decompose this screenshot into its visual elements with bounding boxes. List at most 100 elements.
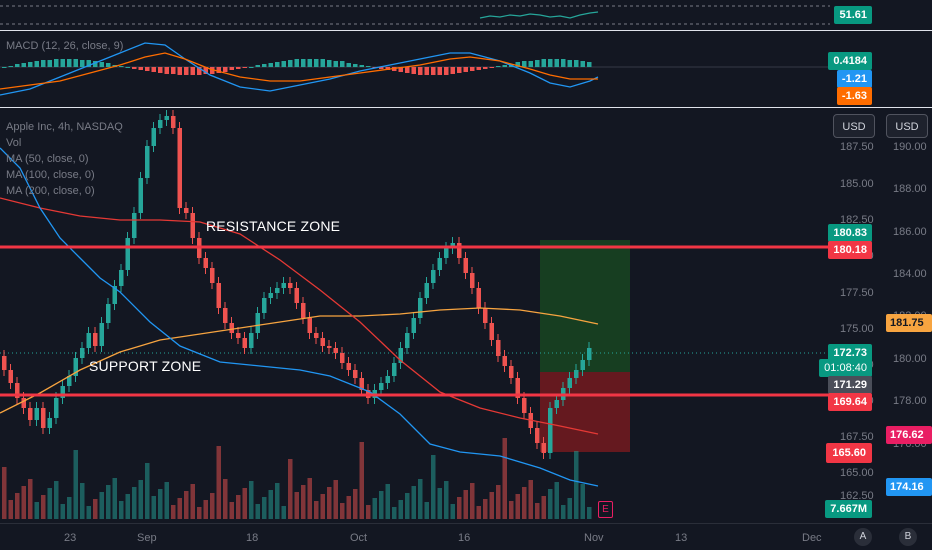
candle (86, 333, 91, 348)
volume-bar (112, 478, 117, 519)
candle (385, 376, 390, 383)
candle (28, 408, 33, 420)
macd-histogram-bar (561, 59, 566, 67)
volume-bar (483, 499, 488, 519)
candle (314, 333, 319, 338)
candle (398, 348, 403, 363)
support-zone-label: SUPPORT ZONE (89, 358, 202, 374)
time-axis-tick: Nov (584, 532, 604, 544)
volume-bar (8, 500, 13, 519)
candle (145, 146, 150, 178)
volume-bar (450, 504, 455, 519)
macd-histogram-bar (41, 60, 46, 67)
volume-bar (561, 505, 566, 519)
macd-histogram-bar (145, 67, 150, 71)
volume-bar (236, 495, 241, 519)
candle (327, 346, 332, 348)
volume-bar (359, 442, 364, 519)
left-axis-tick: 182.50 (840, 214, 874, 226)
chart-legend: Apple Inc, 4h, NASDAQ Vol MA (50, close,… (6, 119, 123, 199)
macd-histogram-bar (535, 60, 540, 67)
macd-histogram-bar (587, 62, 592, 67)
candle (307, 318, 312, 333)
volume-bar (28, 479, 33, 519)
currency-button-left[interactable]: USD (833, 114, 875, 138)
macd-histogram-bar (431, 67, 436, 75)
candle (567, 378, 572, 388)
macd-line (0, 42, 599, 96)
volume-bar (171, 505, 176, 519)
candle (288, 283, 293, 288)
candle (34, 408, 39, 420)
volume-bar (80, 483, 85, 519)
candle (216, 283, 221, 308)
macd-histogram-bar (424, 67, 429, 75)
macd-histogram-bar (580, 61, 585, 67)
legend-vol: Vol (6, 137, 22, 149)
volume-bar (73, 450, 78, 519)
candle (125, 238, 130, 270)
candle (21, 398, 26, 408)
volume-bar (405, 493, 410, 519)
volume-bar (2, 467, 7, 519)
support-price-tag: 169.64 (828, 393, 872, 411)
macd-histogram-bar (450, 67, 455, 74)
entry-price-tag: 171.29 (828, 376, 872, 394)
ma200-line (0, 197, 599, 435)
volume-bar (333, 480, 338, 519)
candle (60, 386, 65, 398)
macd-histogram-bar (502, 65, 507, 67)
volume-bar (522, 487, 527, 519)
earnings-marker[interactable]: E (598, 501, 613, 518)
time-axis-tick: Sep (137, 532, 157, 544)
macd-histogram-bar (80, 60, 85, 67)
ma50-line (0, 307, 599, 414)
macd-histogram-bar (119, 66, 124, 67)
macd-histogram-bar (340, 61, 345, 67)
volume-bar (574, 451, 579, 519)
macd-histogram-bar (437, 67, 442, 75)
right-axis-tick: 180.00 (893, 353, 927, 365)
macd-histogram-bar (249, 67, 254, 68)
macd-histogram-bar (457, 67, 462, 73)
auto-scale-button[interactable]: A (854, 528, 872, 546)
macd-histogram-bar (288, 60, 293, 67)
volume-bar (392, 507, 397, 519)
left-axis-tick: 175.00 (840, 323, 874, 335)
volume-bar (372, 498, 377, 519)
macd-chart (0, 42, 830, 96)
volume-bar (275, 483, 280, 519)
pane-separator (0, 107, 932, 108)
macd-histogram-bar (15, 64, 20, 67)
candle (333, 348, 338, 353)
time-axis-tick: 18 (246, 532, 259, 544)
candle (574, 370, 579, 378)
volume-bar (320, 494, 325, 519)
candle (177, 128, 182, 208)
currency-button-right[interactable]: USD (886, 114, 928, 138)
macd-histogram-bar (567, 60, 572, 67)
volume-bar (99, 492, 104, 519)
candle (41, 408, 46, 428)
macd-histogram-bar (307, 59, 312, 67)
candle (223, 308, 228, 323)
log-scale-button[interactable]: B (899, 528, 917, 546)
volume-bar (15, 493, 20, 519)
target-price-tag: 180.83 (828, 224, 872, 242)
macd-histogram-bar (242, 67, 247, 68)
candle (210, 268, 215, 283)
volume-bar (132, 487, 137, 519)
volume-tag: 7.667M (825, 500, 872, 518)
volume-bar (385, 484, 390, 519)
candle (353, 370, 358, 378)
macd-histogram-bar (99, 62, 104, 67)
macd-histogram-bar (138, 67, 143, 70)
volume-bar (242, 488, 247, 519)
macd-histogram-bar (190, 67, 195, 75)
volume-bar (106, 485, 111, 519)
candle (73, 358, 78, 376)
volume-bar (314, 501, 319, 519)
rsi-chart (0, 5, 830, 25)
candle (275, 288, 280, 293)
volume-bar (41, 495, 46, 519)
